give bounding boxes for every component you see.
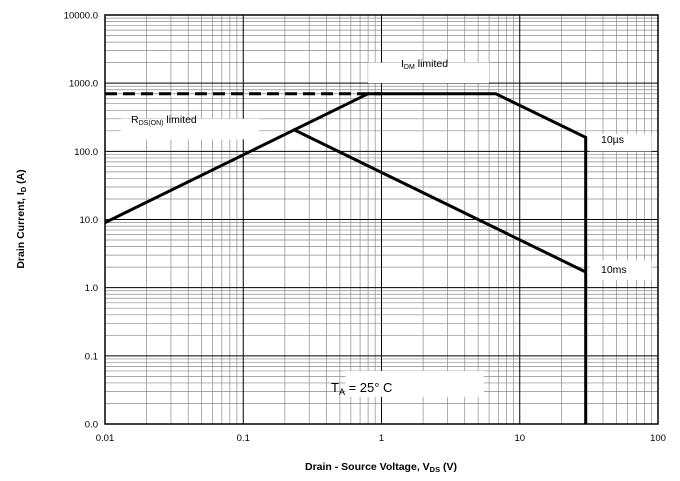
x-tick-label: 10 — [514, 433, 525, 444]
rds-label-box — [120, 118, 260, 140]
idm-label-box — [368, 62, 490, 84]
label-10us: 10µs — [601, 134, 624, 146]
y-tick-label: 100.0 — [74, 147, 98, 158]
x-tick-labels: 0.01 0.1 1 10 100 — [96, 433, 666, 444]
y-tick-label: 10.0 — [80, 215, 99, 226]
y-tick-label: 0.1 — [85, 351, 98, 362]
label-10ms: 10ms — [601, 264, 627, 276]
t10us-label-box — [589, 133, 652, 152]
annotation-boxes — [120, 62, 652, 397]
y-tick-label: 1.0 — [85, 283, 98, 294]
soa-curve-2 — [104, 92, 588, 424]
soa-curve-3 — [292, 128, 587, 274]
curves — [104, 92, 588, 424]
y-tick-label: 10000.0 — [64, 11, 98, 22]
x-tick-label: 0.1 — [237, 433, 250, 444]
y-axis-title: Drain Current, ID (A) — [15, 169, 28, 268]
idm-limited-label: IDM limited — [401, 58, 448, 71]
y-tick-label: 1000.0 — [69, 79, 98, 90]
rds-on-limited-label: RDS(ON) limited — [131, 114, 197, 127]
y-tick-labels: 0.0 0.1 1.0 10.0 100.0 1000.0 10000.0 — [64, 11, 98, 431]
plot-frame — [104, 14, 659, 425]
x-tick-label: 1 — [379, 433, 384, 444]
x-tick-label: 100 — [650, 433, 666, 444]
temp-label-box — [345, 370, 484, 397]
x-axis-title: Drain - Source Voltage, VDS (V) — [305, 461, 457, 474]
x-tick-label: 0.01 — [96, 433, 115, 444]
t10ms-label-box — [589, 260, 652, 280]
temperature-label: TA = 25° C — [331, 380, 392, 397]
y-tick-label: 0.0 — [85, 420, 98, 431]
